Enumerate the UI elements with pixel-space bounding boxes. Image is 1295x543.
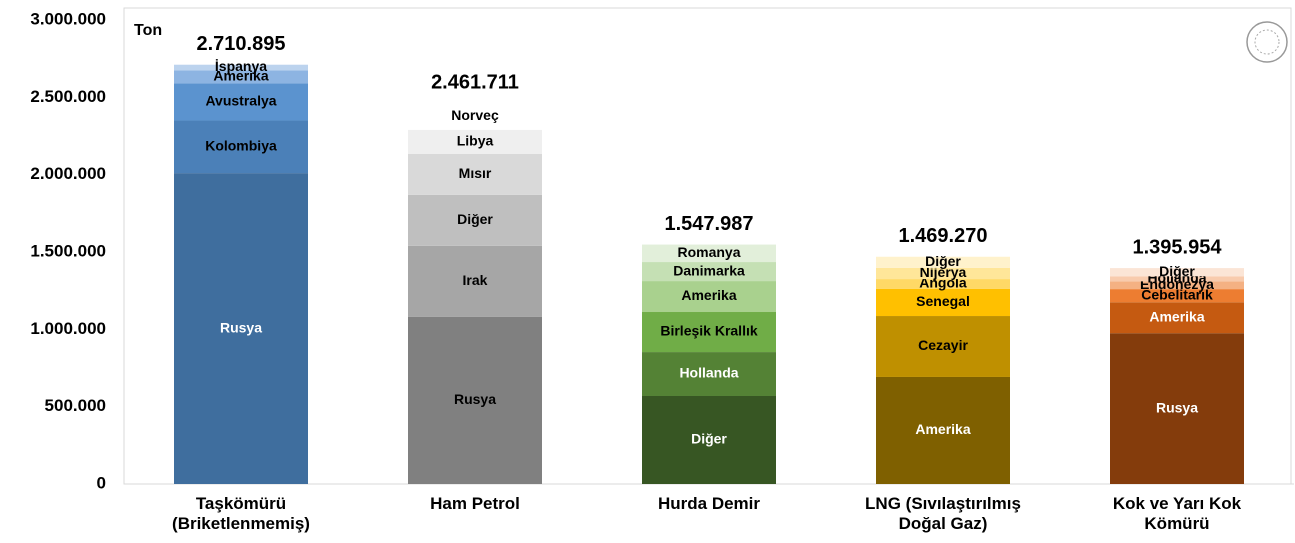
segment-label: Birleşik Krallık (660, 323, 757, 339)
segment-label: Cezayir (918, 337, 968, 353)
segment-label: Senegal (916, 293, 970, 309)
total-label: 2.710.895 (197, 33, 286, 55)
segment-label: İspanya (215, 58, 267, 74)
segment-label: Hollanda (679, 365, 738, 381)
segment-label: Rusya (454, 391, 496, 407)
y-tick-label: 500.000 (45, 396, 106, 415)
total-label: 1.395.954 (1133, 236, 1223, 258)
segment-label: Diğer (691, 431, 727, 447)
total-label: 1.469.270 (899, 225, 988, 247)
segment-label: Rusya (1156, 399, 1198, 415)
segment-label: Amerika (1149, 308, 1204, 324)
y-tick-label: 1.000.000 (30, 319, 106, 338)
emblem (1247, 22, 1287, 62)
total-label: 2.461.711 (431, 72, 519, 94)
segment-label: Amerika (915, 421, 970, 437)
x-tick-label: Hurda Demir (592, 494, 826, 514)
segment-label: Norveç (451, 107, 499, 123)
y-tick-label: 0 (97, 473, 106, 492)
y-tick-label: 2.000.000 (30, 164, 106, 183)
x-tick-label: Taşkömürü (Briketlenmemiş) (124, 494, 358, 534)
segment-label: Diğer (925, 253, 961, 269)
segment-label: Libya (457, 133, 494, 149)
x-tick-label: Kok ve Yarı Kok Kömürü (1060, 494, 1294, 534)
chart: Ton 0 500.000 1.000.000 1.500.000 2.000.000 2… (0, 0, 1295, 543)
y-tick-label: 1.500.000 (30, 241, 106, 260)
y-tick-label: 2.500.000 (30, 87, 106, 106)
x-tick-label: LNG (Sıvılaştırılmış Doğal Gaz) (826, 494, 1060, 534)
segment-label: Amerika (681, 287, 736, 303)
page: {"chart_data": {"type": "stacked_bar", "… (0, 0, 1295, 543)
segment-label: Romanya (677, 244, 740, 260)
segment-label: Irak (463, 272, 488, 288)
segment-label: Diğer (1159, 263, 1195, 279)
x-tick-label: Ham Petrol (358, 494, 592, 514)
segment-label: Kolombiya (205, 138, 277, 154)
axis-label: Ton (134, 22, 162, 39)
segment-label: Avustralya (205, 93, 276, 109)
segment-label: Diğer (457, 211, 493, 227)
segment-label: Rusya (220, 319, 262, 335)
segment-label: Mısır (459, 165, 492, 181)
segment-label: Danimarka (673, 262, 745, 278)
y-tick-label: 3.000.000 (30, 9, 106, 28)
total-label: 1.547.987 (665, 213, 754, 235)
